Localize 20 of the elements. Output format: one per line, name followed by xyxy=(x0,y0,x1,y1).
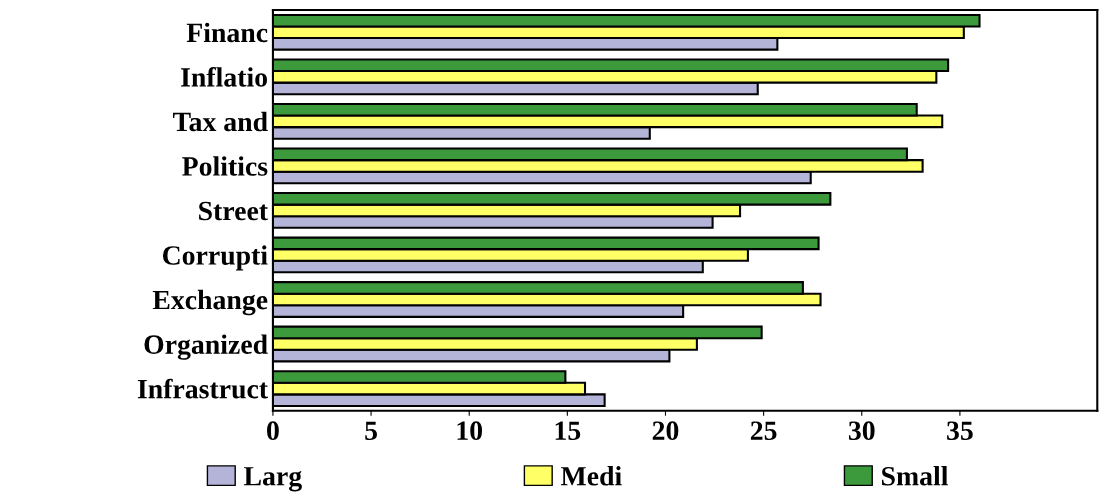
y-tick-label: Inflatio xyxy=(181,66,268,87)
x-tick-label: 5 xyxy=(365,421,377,441)
y-tick-label: Tax and xyxy=(173,111,268,132)
legend-label: Larg xyxy=(244,467,302,492)
y-tick-label: Corrupti xyxy=(162,245,268,271)
x-tick-label: 25 xyxy=(750,421,777,441)
y-tick-label: Street xyxy=(199,201,268,221)
x-tick-label: 35 xyxy=(947,421,973,441)
y-tick-label: Infrastruct xyxy=(137,378,268,399)
x-tick-label: 30 xyxy=(848,421,875,441)
x-tick-label: 15 xyxy=(555,421,581,441)
x-tick-label: 0 xyxy=(267,421,279,441)
y-tick-label: Exchange xyxy=(152,289,268,316)
y-tick-label: Financ xyxy=(186,22,268,43)
legend-label: Small xyxy=(882,466,948,486)
legend-label: Medi xyxy=(560,466,622,486)
x-tick-label: 10 xyxy=(457,421,483,441)
y-tick-label: Organized xyxy=(144,334,268,360)
x-tick-label: 20 xyxy=(652,421,679,441)
y-tick-label: Politics xyxy=(182,156,268,176)
